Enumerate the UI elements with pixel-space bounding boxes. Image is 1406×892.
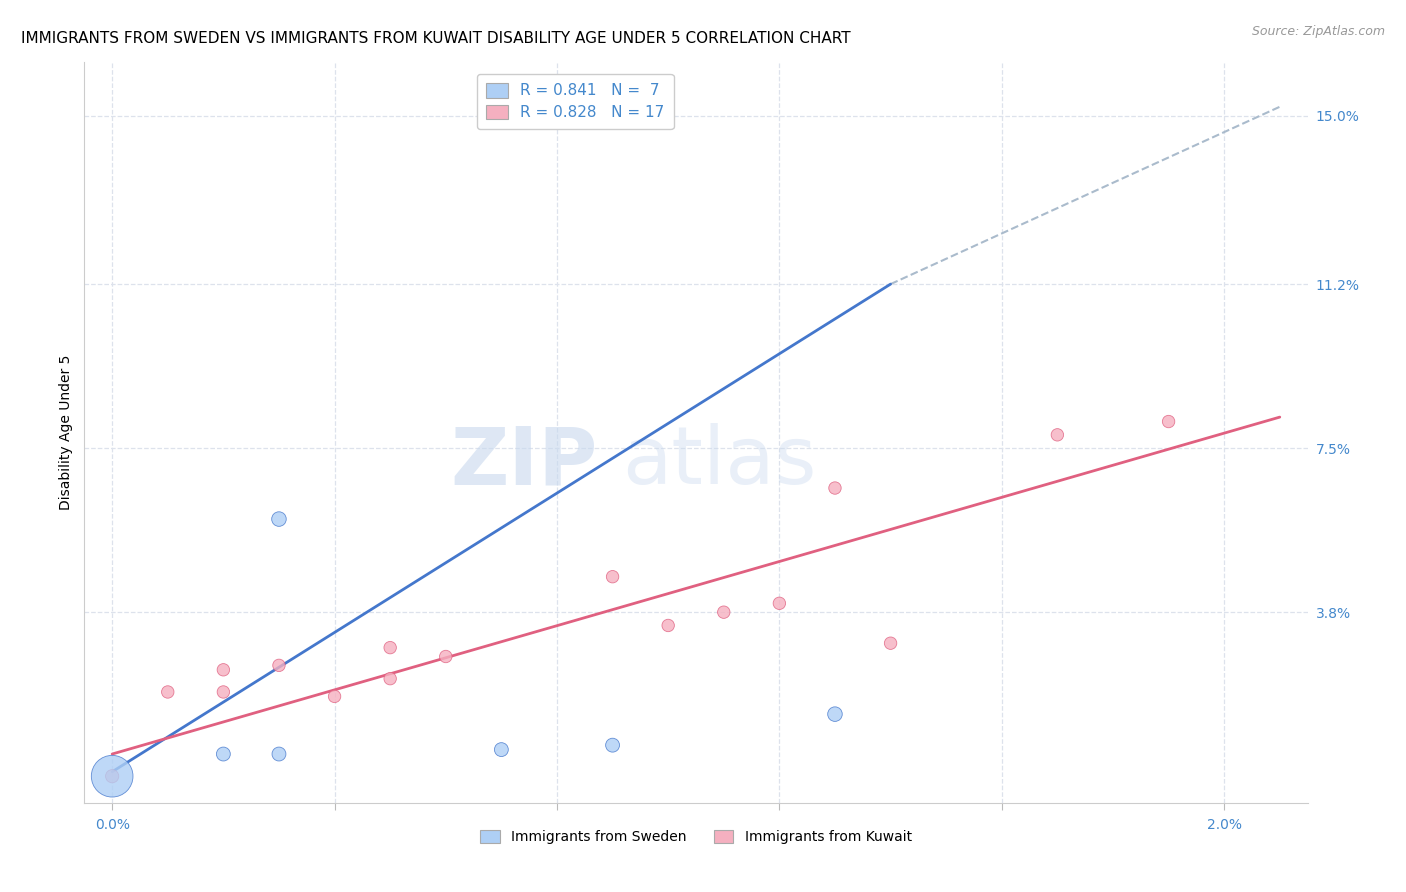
Point: [768, 596, 790, 610]
Point: [101, 769, 124, 783]
Y-axis label: Disability Age Under 5: Disability Age Under 5: [59, 355, 73, 510]
Point: [713, 605, 735, 619]
Point: [101, 769, 124, 783]
Point: [602, 570, 624, 584]
Point: [267, 747, 290, 761]
Point: [323, 690, 346, 704]
Point: [1157, 415, 1180, 429]
Point: [657, 618, 679, 632]
Point: [602, 738, 624, 752]
Text: ZIP: ZIP: [451, 423, 598, 501]
Point: [212, 747, 235, 761]
Point: [491, 742, 513, 756]
Text: Source: ZipAtlas.com: Source: ZipAtlas.com: [1251, 25, 1385, 38]
Point: [212, 663, 235, 677]
Point: [824, 481, 846, 495]
Point: [267, 658, 290, 673]
Point: [156, 685, 179, 699]
Point: [824, 707, 846, 722]
Point: [267, 512, 290, 526]
Point: [380, 672, 402, 686]
Point: [212, 685, 235, 699]
Text: atlas: atlas: [623, 423, 817, 501]
Point: [879, 636, 901, 650]
Text: IMMIGRANTS FROM SWEDEN VS IMMIGRANTS FROM KUWAIT DISABILITY AGE UNDER 5 CORRELAT: IMMIGRANTS FROM SWEDEN VS IMMIGRANTS FRO…: [21, 31, 851, 46]
Point: [1046, 427, 1069, 442]
Point: [434, 649, 457, 664]
Point: [380, 640, 402, 655]
Legend: Immigrants from Sweden, Immigrants from Kuwait: Immigrants from Sweden, Immigrants from …: [474, 823, 918, 851]
